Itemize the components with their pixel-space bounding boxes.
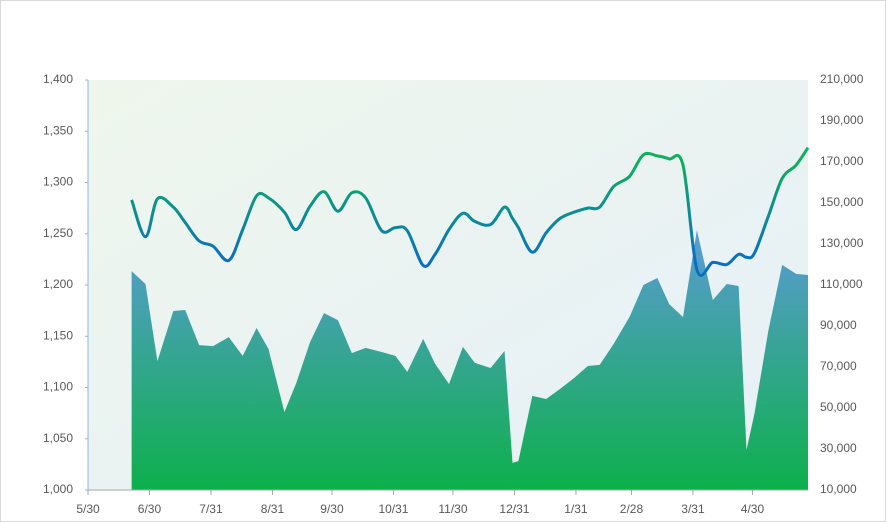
y2-tick-label: 30,000: [820, 441, 857, 455]
x-tick-label: 5/30: [76, 502, 100, 516]
y2-tick-label: 90,000: [820, 318, 857, 332]
y2-tick-label: 170,000: [820, 154, 864, 168]
x-tick-label: 11/30: [438, 502, 467, 516]
y-tick-label: 1,050: [43, 431, 73, 445]
y2-tick-label: 190,000: [820, 113, 864, 127]
volume-area: [131, 230, 809, 490]
x-tick-label: 2/28: [620, 502, 644, 516]
y-tick-label: 1,150: [43, 328, 73, 342]
y-tick-label: 1,250: [43, 226, 73, 240]
x-tick-label: 12/31: [499, 502, 529, 516]
y-tick-label: 1,000: [43, 482, 73, 496]
y2-tick-label: 70,000: [820, 359, 857, 373]
y2-tick-label: 150,000: [820, 195, 864, 209]
x-tick-label: 10/31: [378, 502, 408, 516]
y2-tick-label: 210,000: [820, 72, 864, 86]
y-tick-label: 1,400: [43, 72, 73, 86]
x-tick-label: 1/31: [564, 502, 588, 516]
y2-tick-label: 110,000: [820, 277, 863, 291]
y2-tick-label: 130,000: [820, 236, 864, 250]
x-tick-label: 6/30: [138, 502, 162, 516]
x-tick-label: 8/31: [261, 502, 285, 516]
x-tick-label: 9/30: [320, 502, 344, 516]
x-tick-label: 3/31: [681, 502, 705, 516]
y-tick-label: 1,350: [43, 123, 73, 137]
x-tick-label: 4/30: [741, 502, 765, 516]
y2-tick-label: 50,000: [820, 400, 857, 414]
y-tick-label: 1,200: [43, 277, 73, 291]
x-tick-label: 7/31: [199, 502, 223, 516]
price-line: [130, 146, 810, 277]
y-tick-label: 1,100: [43, 380, 73, 394]
y-tick-label: 1,300: [43, 175, 73, 189]
y2-tick-label: 10,000: [820, 482, 857, 496]
